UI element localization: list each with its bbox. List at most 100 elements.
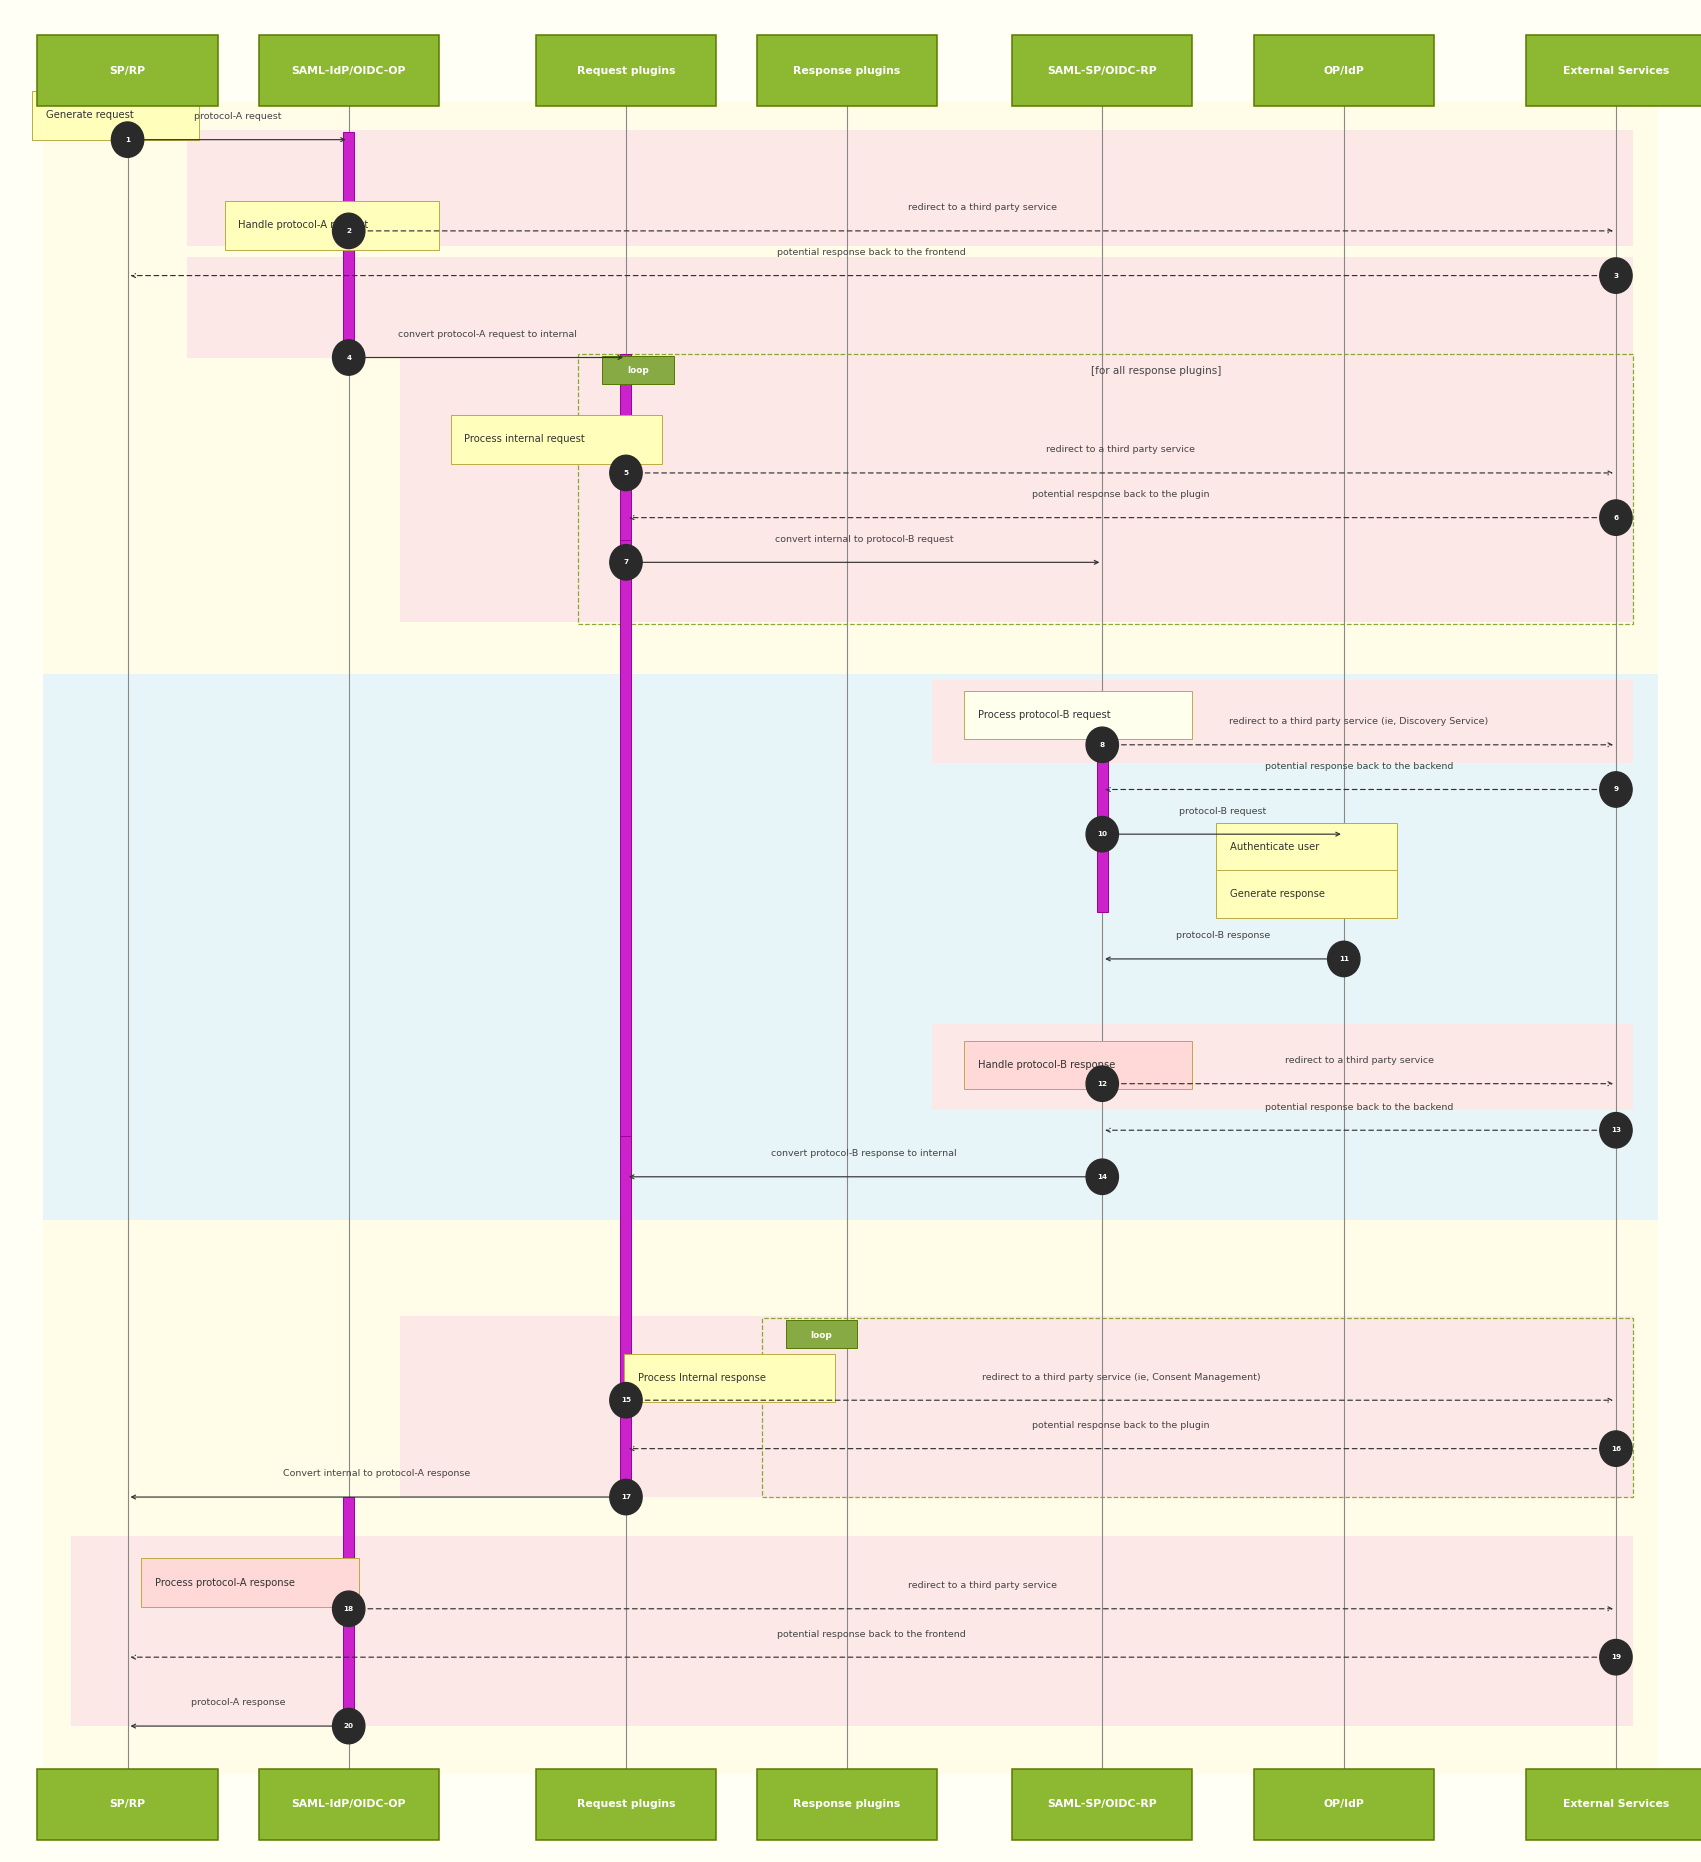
FancyBboxPatch shape [32,91,199,140]
Text: potential response back to the backend: potential response back to the backend [1266,1102,1453,1112]
Bar [187,130,1633,246]
FancyBboxPatch shape [141,1558,359,1607]
Text: Generate response: Generate response [1230,888,1325,899]
Text: protocol-A response: protocol-A response [191,1698,286,1707]
Circle shape [609,1382,641,1419]
Circle shape [1087,1065,1119,1102]
Bar [621,1136,631,1497]
Bar [1097,693,1107,912]
Text: 19: 19 [1611,1653,1621,1661]
Text: SAML-SP/OIDC-RP: SAML-SP/OIDC-RP [1048,65,1157,76]
Bar [187,257,1633,358]
Circle shape [1599,771,1631,808]
Text: potential response back to the plugin: potential response back to the plugin [1033,1421,1209,1430]
Bar [344,1497,354,1726]
Text: Generate request: Generate request [46,110,134,121]
Text: External Services: External Services [1563,1799,1669,1810]
FancyBboxPatch shape [1012,35,1192,106]
Text: OP/IdP: OP/IdP [1323,1799,1364,1810]
Bar [786,1320,857,1348]
Circle shape [1087,726,1119,763]
FancyBboxPatch shape [624,1354,835,1402]
FancyBboxPatch shape [37,35,218,106]
Text: Process internal request: Process internal request [464,434,585,445]
Bar [621,354,631,540]
Text: Response plugins: Response plugins [793,65,902,76]
Text: SAML-IdP/OIDC-OP: SAML-IdP/OIDC-OP [291,1799,407,1810]
Text: 17: 17 [621,1493,631,1501]
Circle shape [609,1478,641,1516]
Text: Request plugins: Request plugins [577,65,675,76]
Bar [932,1024,1633,1110]
Text: potential response back to the frontend: potential response back to the frontend [777,1629,966,1639]
Text: 13: 13 [1611,1127,1621,1134]
Text: redirect to a third party service: redirect to a third party service [908,203,1056,212]
Bar [71,1536,1633,1726]
Circle shape [1599,1640,1631,1676]
Text: 16: 16 [1611,1445,1621,1452]
Text: 18: 18 [344,1605,354,1612]
Text: redirect to a third party service: redirect to a third party service [1046,445,1196,454]
Text: 12: 12 [1097,1080,1107,1087]
Text: loop: loop [811,1331,832,1339]
Bar [621,540,631,1136]
Text: redirect to a third party service (ie, Consent Management): redirect to a third party service (ie, C… [981,1372,1260,1382]
FancyBboxPatch shape [37,1769,218,1840]
Text: 7: 7 [624,559,628,566]
Bar [43,101,1658,674]
Text: 20: 20 [344,1722,354,1730]
Text: Authenticate user: Authenticate user [1230,842,1320,853]
Text: 15: 15 [621,1396,631,1404]
FancyBboxPatch shape [757,1769,937,1840]
FancyBboxPatch shape [1254,35,1434,106]
Text: convert internal to protocol-B request: convert internal to protocol-B request [774,534,954,544]
Circle shape [609,456,641,492]
Text: External Services: External Services [1563,65,1669,76]
FancyBboxPatch shape [1012,1769,1192,1840]
Circle shape [1327,942,1361,978]
Circle shape [1599,499,1631,536]
Bar [932,680,1633,763]
Bar [578,354,1633,624]
Circle shape [1599,257,1631,294]
FancyBboxPatch shape [225,201,439,250]
Text: [for all response plugins]: [for all response plugins] [1092,365,1221,376]
Text: protocol-A request: protocol-A request [194,112,282,121]
Text: Convert internal to protocol-A response: Convert internal to protocol-A response [282,1469,471,1478]
Text: SP/RP: SP/RP [109,1799,146,1810]
Text: loop: loop [628,367,648,374]
FancyBboxPatch shape [536,35,716,106]
Text: 14: 14 [1097,1173,1107,1181]
Circle shape [333,212,364,250]
Circle shape [1087,1158,1119,1195]
FancyBboxPatch shape [964,691,1192,739]
FancyBboxPatch shape [259,35,439,106]
Text: redirect to a third party service (ie, Discovery Service): redirect to a third party service (ie, D… [1230,717,1488,726]
Text: 10: 10 [1097,830,1107,838]
FancyBboxPatch shape [1526,1769,1701,1840]
Text: Request plugins: Request plugins [577,1799,675,1810]
Circle shape [1087,816,1119,851]
Bar [400,358,1633,622]
Circle shape [609,544,641,581]
Text: Process protocol-B request: Process protocol-B request [978,709,1111,721]
Text: Handle protocol-B response: Handle protocol-B response [978,1059,1116,1071]
Bar [43,674,1658,1220]
Bar [344,132,354,358]
FancyBboxPatch shape [259,1769,439,1840]
Text: redirect to a third party service: redirect to a third party service [1284,1056,1434,1065]
Text: convert protocol-A request to internal: convert protocol-A request to internal [398,330,577,339]
Text: redirect to a third party service: redirect to a third party service [908,1581,1056,1590]
FancyBboxPatch shape [757,35,937,106]
Text: Response plugins: Response plugins [793,1799,902,1810]
Text: 5: 5 [623,469,629,477]
FancyBboxPatch shape [1216,823,1397,871]
Text: potential response back to the plugin: potential response back to the plugin [1033,490,1209,499]
Circle shape [333,1590,364,1627]
Text: 2: 2 [347,227,350,235]
Text: 6: 6 [1613,514,1619,521]
Text: SAML-IdP/OIDC-OP: SAML-IdP/OIDC-OP [291,65,407,76]
Bar [43,1220,1658,1774]
FancyBboxPatch shape [451,415,662,464]
Text: potential response back to the backend: potential response back to the backend [1266,762,1453,771]
